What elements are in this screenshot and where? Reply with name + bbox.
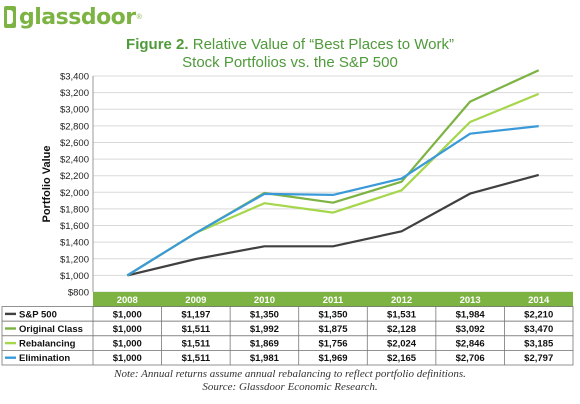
- series-line-1: [126, 69, 540, 277]
- y-tick-label: $2,400: [60, 155, 89, 166]
- logo-registered-mark: ®: [136, 13, 142, 21]
- data-label: $1,000: [113, 353, 142, 364]
- y-tick-label: $3,400: [60, 72, 89, 83]
- title-line-1: Relative Value of “Best Places to Work”: [192, 36, 454, 53]
- x-tick-label: 2013: [460, 295, 481, 306]
- y-tick-label: $3,000: [60, 105, 89, 116]
- y-tick-label: $1,400: [60, 238, 89, 249]
- y-tick-label: $1,800: [60, 204, 89, 215]
- data-label: $3,185: [524, 339, 554, 350]
- x-tick-label: 2014: [528, 295, 550, 306]
- data-label: $3,470: [524, 324, 553, 335]
- data-label: $1,511: [182, 324, 211, 335]
- chart-source: Source: Glassdoor Economic Research.: [202, 381, 378, 393]
- series-line-3: [126, 125, 539, 277]
- data-label: $3,092: [456, 324, 485, 335]
- data-label: $1,350: [318, 309, 347, 320]
- y-tick-label: $1,200: [60, 254, 89, 265]
- table-row: [1, 306, 574, 322]
- logo-text: glassdoor: [19, 4, 136, 30]
- data-label: $2,128: [387, 324, 416, 335]
- table-row: [1, 349, 574, 366]
- y-tick-label: $1,000: [60, 271, 89, 282]
- legend-label: Original Class: [19, 324, 83, 335]
- y-tick-label: $2,200: [60, 171, 89, 182]
- figure-label: Figure 2.: [126, 36, 189, 53]
- data-label: $1,969: [318, 353, 347, 364]
- table-header-bar: [93, 292, 573, 307]
- x-tick-label: 2010: [254, 295, 275, 306]
- y-tick-label: $2,000: [60, 188, 89, 199]
- data-label: $2,210: [524, 309, 553, 320]
- legend-label: Elimination: [19, 353, 70, 364]
- data-label: $1,197: [181, 309, 210, 320]
- data-label: $2,706: [456, 353, 485, 364]
- data-label: $2,846: [456, 339, 485, 350]
- data-label: $1,350: [250, 309, 279, 320]
- glassdoor-logo: glassdoor ®: [4, 2, 142, 32]
- data-label: $1,531: [387, 309, 417, 320]
- data-label: $1,756: [318, 339, 347, 350]
- data-label: $1,875: [318, 324, 348, 335]
- y-axis-label: Portfolio Value: [41, 145, 53, 222]
- data-label: $2,165: [387, 353, 417, 364]
- table-row: [1, 320, 574, 337]
- data-label: $1,000: [113, 309, 142, 320]
- data-label: $1,511: [182, 339, 211, 350]
- data-label: $1,511: [182, 353, 211, 364]
- table-row: [1, 335, 574, 351]
- x-tick-label: 2012: [391, 295, 412, 306]
- data-label: $1,869: [250, 339, 279, 350]
- data-label: $1,000: [113, 324, 142, 335]
- y-tick-label: $1,600: [60, 221, 89, 232]
- chart-title: Figure 2. Relative Value of “Best Places…: [0, 36, 580, 72]
- y-tick-label: $2,600: [60, 138, 89, 149]
- data-label: $2,797: [524, 353, 553, 364]
- chart-note: Note: Annual returns assume annual rebal…: [114, 368, 466, 380]
- series-line-2: [126, 92, 540, 277]
- glassdoor-logo-icon: [4, 6, 16, 28]
- data-label: $1,984: [456, 309, 486, 320]
- data-label: $1,000: [113, 339, 142, 350]
- y-tick-label: $800: [68, 288, 89, 299]
- x-tick-label: 2008: [117, 295, 138, 306]
- data-label: $1,992: [250, 324, 279, 335]
- legend-label: Rebalancing: [19, 339, 76, 350]
- x-tick-label: 2011: [323, 295, 344, 306]
- x-tick-label: 2009: [185, 295, 206, 306]
- y-tick-label: $3,200: [60, 88, 89, 99]
- legend-label: S&P 500: [19, 309, 57, 320]
- series-line-0: [127, 173, 539, 277]
- line-chart: $800 $1,000 $1,200 $1,400 $1,600 $1,800 $2,000…: [1, 69, 574, 366]
- title-line-2: Stock Portfolios vs. the S&P 500: [182, 54, 398, 71]
- data-label: $1,981: [250, 353, 280, 364]
- data-label: $2,024: [387, 339, 417, 350]
- y-tick-label: $2,800: [60, 121, 89, 132]
